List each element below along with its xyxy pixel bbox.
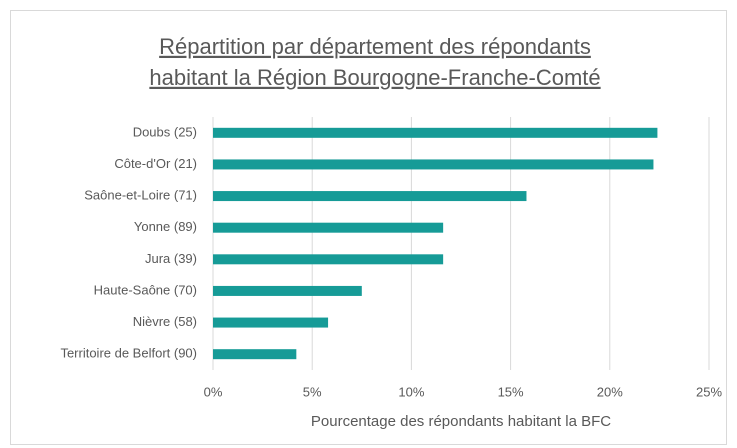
bar (213, 159, 654, 170)
y-tick-label: Doubs (25) (133, 124, 197, 139)
y-tick-label: Jura (39) (145, 251, 197, 266)
chart-title: Répartition par département des répondan… (159, 34, 591, 59)
y-tick-label: Yonne (89) (134, 219, 197, 234)
bar (213, 127, 658, 138)
chart-title: habitant la Région Bourgogne-Franche-Com… (149, 65, 600, 90)
x-tick-label: 20% (597, 384, 623, 399)
x-axis-label: Pourcentage des répondants habitant la B… (311, 413, 611, 430)
bar (213, 254, 444, 265)
bar (213, 349, 297, 360)
x-tick-label: 15% (498, 384, 524, 399)
bar (213, 317, 329, 328)
x-tick-label: 10% (398, 384, 424, 399)
y-tick-label: Nièvre (58) (133, 314, 197, 329)
y-tick-label: Saône-et-Loire (71) (84, 188, 197, 203)
y-tick-label: Côte-d'Or (21) (114, 156, 197, 171)
x-tick-label: 25% (696, 384, 722, 399)
bar (213, 222, 444, 233)
x-tick-label: 5% (303, 384, 322, 399)
y-tick-label: Haute-Saône (70) (94, 282, 197, 297)
x-tick-label: 0% (204, 384, 223, 399)
bar (213, 191, 527, 202)
y-tick-label: Territoire de Belfort (90) (60, 346, 197, 361)
bar (213, 285, 362, 296)
